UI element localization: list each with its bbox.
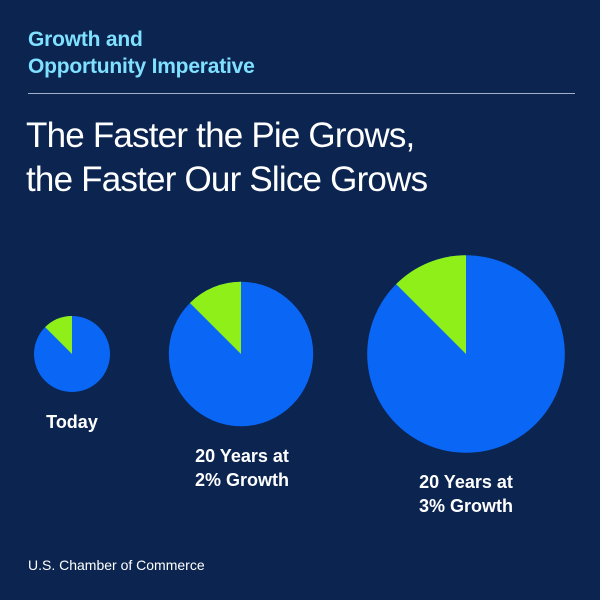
- pie-today: [34, 316, 110, 392]
- pie-label-2pct: 20 Years at 2% Growth: [152, 444, 332, 492]
- kicker-line-1: Growth and: [28, 28, 143, 51]
- pie-label-2pct-line-1: 20 Years at: [195, 446, 289, 466]
- pie-2pct-slice: [189, 281, 241, 354]
- pie-2pct: [168, 281, 314, 427]
- pie-label-3pct-line-1: 20 Years at: [419, 472, 513, 492]
- pie-label-3pct-line-2: 3% Growth: [418, 496, 513, 516]
- header-divider: [28, 93, 575, 94]
- chart-title: The Faster the Pie Grows, the Faster Our…: [26, 114, 586, 202]
- pie-label-today: Today: [0, 410, 162, 434]
- kicker-line-2: Opportunity Imperative: [28, 55, 255, 78]
- kicker-title: Growth and Opportunity Imperative: [28, 26, 428, 80]
- pie-today-slice: [45, 316, 72, 354]
- chart-title-line-2: the Faster Our Slice Grows: [26, 160, 428, 199]
- pie-3pct-slice: [396, 255, 466, 354]
- chart-title-line-1: The Faster the Pie Grows,: [26, 116, 415, 155]
- source-credit: U.S. Chamber of Commerce: [28, 557, 205, 573]
- pie-3pct: [367, 255, 565, 453]
- pie-label-today-line-1: Today: [46, 412, 98, 432]
- pie-label-2pct-line-2: 2% Growth: [194, 470, 289, 490]
- pie-label-3pct: 20 Years at 3% Growth: [376, 470, 556, 518]
